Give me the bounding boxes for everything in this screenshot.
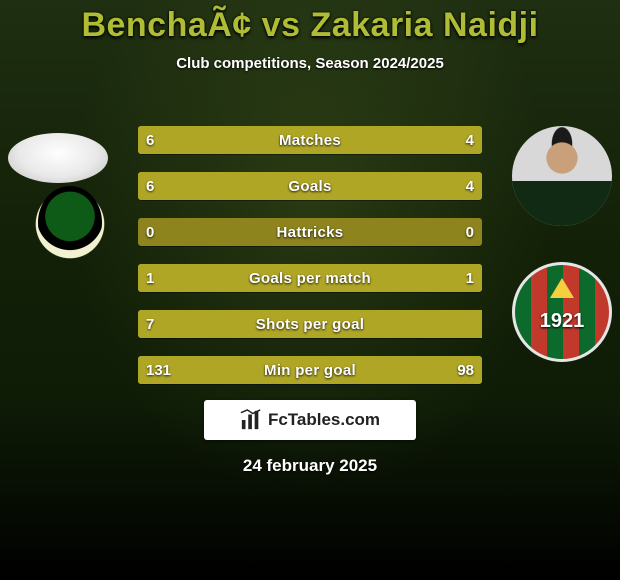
stat-row: 64Matches [138, 126, 482, 154]
stat-label: Hattricks [138, 218, 482, 246]
branding-badge: FcTables.com [204, 400, 416, 440]
club-left-logo [20, 174, 120, 274]
branding-text: FcTables.com [268, 410, 380, 430]
stat-label: Goals per match [138, 264, 482, 292]
stat-row: 7Shots per goal [138, 310, 482, 338]
stat-row: 00Hattricks [138, 218, 482, 246]
stat-row: 64Goals [138, 172, 482, 200]
content-root: BenchaÃ¢ vs Zakaria Naidji Club competit… [0, 0, 620, 580]
snapshot-date: 24 february 2025 [0, 456, 620, 476]
bar-chart-icon [240, 409, 262, 431]
season-subtitle: Club competitions, Season 2024/2025 [0, 55, 620, 72]
player-right-avatar [512, 126, 612, 226]
comparison-title: BenchaÃ¢ vs Zakaria Naidji [0, 0, 620, 45]
stat-label: Matches [138, 126, 482, 154]
stat-row: 13198Min per goal [138, 356, 482, 384]
stat-row: 11Goals per match [138, 264, 482, 292]
stats-bars: 64Matches 64Goals 00Hattricks 11Goals per m… [138, 126, 482, 402]
club-right-logo [512, 262, 612, 362]
stat-label: Min per goal [138, 356, 482, 384]
stat-label: Shots per goal [138, 310, 482, 338]
stat-label: Goals [138, 172, 482, 200]
